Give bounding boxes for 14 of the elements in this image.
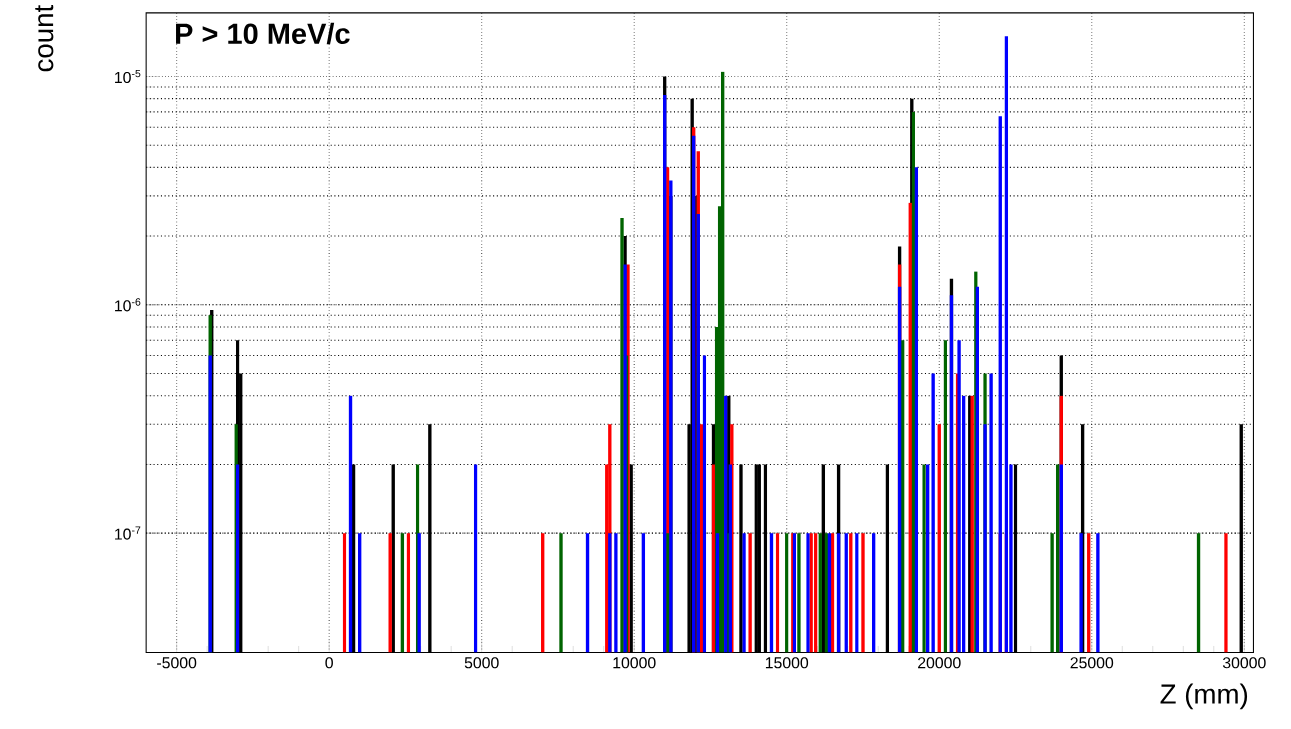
x-tick-label: 10000 (613, 657, 656, 669)
y-tick-label: 10$^{-6}$ (115, 298, 141, 312)
x-tick-label: -5000 (157, 657, 197, 669)
x-tick-label: 5000 (464, 657, 499, 669)
y-axis-title: count (35, 5, 54, 72)
y-tick-label: 10$^{-7}$ (115, 526, 141, 540)
x-axis-title: Z (mm) (1160, 683, 1248, 710)
x-tick-label: 25000 (1070, 657, 1114, 669)
y-tick-label: 10$^{-5}$ (115, 70, 141, 84)
x-tick-label: 20000 (918, 657, 961, 669)
x-tick-label: 30000 (1222, 657, 1266, 669)
x-tick-label: 0 (325, 657, 333, 669)
annotation: P > 10 MeV/c (176, 22, 350, 45)
x-tick-label: 15000 (765, 657, 809, 669)
